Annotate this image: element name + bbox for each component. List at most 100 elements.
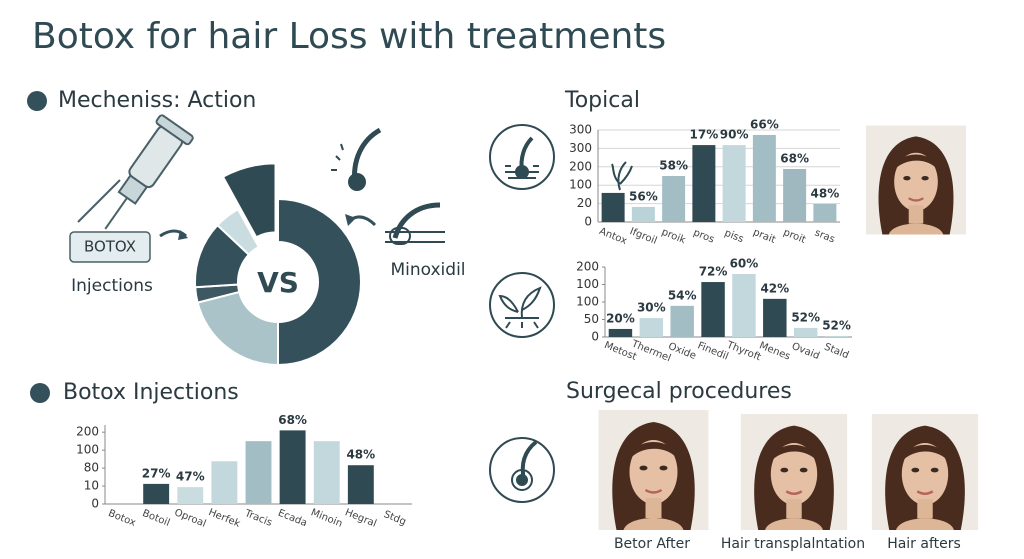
photo (866, 124, 966, 236)
y-tick-label: 100 (569, 178, 592, 192)
bar (670, 305, 694, 337)
x-tick-label: Stald (822, 342, 850, 362)
x-tick-label: Finedil (696, 340, 730, 362)
x-tick-label: prait (751, 227, 777, 246)
photo-caption: Hair afters (887, 536, 961, 552)
bar-label: 58% (659, 159, 688, 173)
x-tick-label: Ecada (276, 508, 308, 530)
bar-label: 27% (142, 466, 171, 480)
photo-caption: Betor After (614, 536, 690, 552)
bar (701, 282, 725, 337)
injector-icon (77, 114, 194, 230)
donut-hole (238, 242, 318, 322)
bar (143, 483, 170, 504)
bar (177, 487, 204, 504)
bullet (27, 91, 47, 111)
x-tick-label: proit (782, 227, 808, 246)
bar (245, 441, 272, 504)
annotation: Injections (71, 276, 153, 296)
x-tick-label: pros (692, 227, 716, 245)
x-tick-label: Stdg (382, 509, 407, 528)
bar (752, 134, 776, 222)
y-tick-label: 100 (576, 277, 599, 291)
bar (347, 465, 374, 504)
x-tick-label: Ovaid (790, 341, 821, 362)
x-tick-label: Minoin (309, 507, 344, 530)
section-title: Botox Injections (63, 380, 239, 405)
bar-label: 48% (811, 186, 840, 200)
arrow-head (345, 214, 356, 226)
photo-caption: Hair transplalntation (721, 536, 865, 552)
bar-label: 17% (690, 128, 719, 142)
y-tick-label: 0 (91, 497, 99, 511)
annotation: Minoxidil (390, 260, 465, 280)
x-tick-label: Botox (107, 508, 138, 529)
label-box (69, 231, 151, 263)
photo (870, 414, 980, 530)
bar-label: 56% (629, 189, 658, 203)
bar (662, 176, 686, 222)
x-tick-label: Ifgroil (628, 226, 658, 247)
x-tick-label: Thyroft (724, 339, 762, 363)
y-tick-label: 20 (577, 196, 592, 210)
bar (722, 145, 746, 222)
x-tick-label: Oproal (173, 507, 208, 530)
bar-label: 60% (730, 257, 759, 271)
donut-segment (221, 162, 277, 239)
bar-label: 47% (176, 470, 205, 484)
bar-label: 42% (760, 281, 789, 295)
annotation: BOTOX (84, 238, 136, 256)
bar-label: 48% (346, 448, 375, 462)
x-tick-label: Botoil (141, 508, 172, 529)
x-tick-label: Oxide (666, 341, 697, 362)
bar-label: 20% (606, 311, 635, 325)
y-tick-label: 300 (569, 141, 592, 155)
page-title: Botox for hair Loss with treatments (32, 16, 666, 57)
bar (631, 206, 655, 222)
bar (313, 441, 340, 504)
bar-label: 72% (699, 265, 728, 279)
x-tick-label: proik (660, 227, 687, 247)
y-tick-label: 80 (84, 461, 99, 475)
y-tick-label: 300 (569, 123, 592, 137)
icon-circle (489, 124, 555, 503)
y-tick-label: 100 (76, 443, 99, 457)
y-tick-label: 200 (576, 260, 599, 274)
y-tick-label: 10 (84, 479, 99, 493)
section-title: Mecheniss: Action (58, 88, 256, 113)
section-title: Surgecal procedures (566, 379, 792, 404)
bar-label: 66% (750, 117, 779, 131)
y-tick-label: 200 (569, 159, 592, 173)
x-tick-label: Antox (598, 226, 629, 247)
y-tick-label: 0 (584, 215, 592, 229)
y-tick-label: 0 (591, 330, 599, 344)
bar (793, 327, 818, 337)
photo (597, 410, 710, 530)
bar (608, 328, 633, 337)
bar-label: 30% (637, 301, 666, 315)
y-tick-label: 200 (76, 425, 99, 439)
bar (211, 461, 238, 504)
bar (601, 192, 625, 222)
bar-label: 52% (791, 310, 820, 324)
sprout-icon (611, 161, 633, 191)
bar (783, 169, 807, 222)
x-tick-label: Menes (758, 340, 792, 362)
follicle-icon (331, 127, 445, 245)
x-tick-label: Hegral (343, 507, 378, 530)
bar-label: 68% (278, 413, 307, 427)
bar (279, 430, 306, 504)
y-tick-label: 50 (584, 312, 599, 326)
bar-label: 90% (720, 128, 749, 142)
x-tick-label: piss (723, 228, 745, 246)
y-tick-label: 100 (576, 295, 599, 309)
bar (763, 298, 787, 337)
bar-label: 54% (668, 288, 697, 302)
bar (692, 145, 716, 222)
bar-label: 52% (822, 318, 851, 332)
center-label: VS (257, 266, 299, 299)
bar-label: 68% (780, 152, 809, 166)
arrow-head (178, 230, 188, 240)
x-tick-label: Tracis (242, 508, 273, 529)
